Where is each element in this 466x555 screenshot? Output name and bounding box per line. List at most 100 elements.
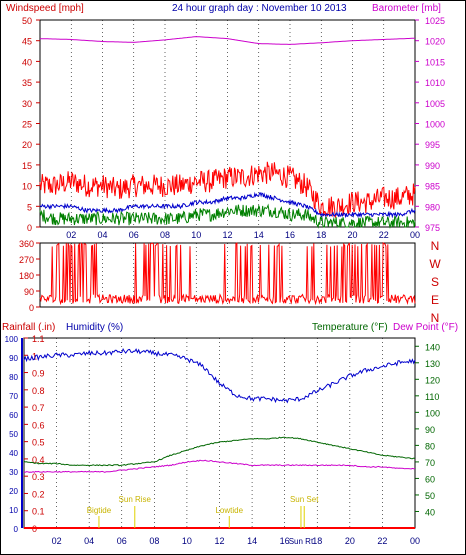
dewpoint-series-line [23,459,416,473]
rain-y-tick-label: 0.7 [32,403,45,413]
humidity-y-tick-label: 80 [9,373,18,382]
compass-label-n: N [431,311,440,325]
wind-x-tick-label: 08 [160,230,170,240]
temp-y-tick-label: 60 [425,474,435,484]
temp-y-tick-label: 110 [425,392,439,402]
wind-x-tick-label: 22 [379,230,389,240]
temp-y-tick-label: 100 [425,408,440,418]
barometer-y-tick-label: 1000 [425,120,445,130]
annotation-label-sun-set: Sun Set [290,495,319,504]
wind-y-tick-label: 40 [22,57,32,67]
annotation-label-sun-rise: Sun Rise [119,495,152,504]
humidity-x-tick-label: 02 [52,536,62,546]
temp-y-tick-label: 40 [425,507,435,517]
rain-y-tick-label: 0.9 [32,369,45,379]
humidity-x-tick-label: 18 [312,536,322,546]
humidity-x-tick-label: 10 [182,536,192,546]
humidity-y-tick-label: 100 [5,335,19,344]
wind-y-tick-label: 35 [22,78,32,88]
compass-label-w: W [429,257,441,271]
rainfall-axis-title: Rainfall (.in) [2,322,55,333]
barometer-series-line [39,36,416,45]
wind-x-tick-label: 02 [66,230,76,240]
direction-y-tick-label: 0 [29,303,34,313]
dewpoint-axis-title: Dew Point (°F) [393,322,458,333]
barometer-y-tick-label: 1020 [425,37,445,47]
wind-y-tick-label: 45 [22,37,32,47]
annotation-label-sun-rt: Sun Rt [289,537,314,546]
temp-y-tick-label: 120 [425,375,440,385]
rain-y-tick-label: 0.4 [32,455,45,465]
humidity-y-tick-label: 40 [9,449,18,458]
humidity-y-tick-label: 60 [9,411,18,420]
humidity-x-tick-label: 14 [247,536,257,546]
wind-direction-series-line [39,242,416,306]
humidity-x-tick-label: 16 [280,536,290,546]
compass-label-n: N [431,239,440,253]
temp-y-tick-label: 80 [425,441,435,451]
wind-y-tick-label: 5 [27,202,32,212]
humidity-y-tick-label: 10 [9,506,18,515]
temp-y-tick-label: 90 [425,425,435,435]
barometer-y-tick-label: 1010 [425,78,445,88]
barometer-y-tick-label: 1025 [425,16,445,26]
temperature-axis-title: Temperature (°F) [312,322,388,333]
wind-y-tick-label: 10 [22,182,32,192]
temp-y-tick-label: 50 [425,491,435,501]
humidity-x-tick-label: 04 [84,536,94,546]
direction-y-tick-label: 270 [19,255,34,265]
compass-label-s: S [431,275,439,289]
barometer-y-tick-label: 985 [425,182,440,192]
annotation-label-lowtide: Lowtide [215,506,243,515]
temp-y-tick-label: 70 [425,458,435,468]
rain-y-tick-label: 0.8 [32,386,45,396]
wind-x-tick-label: 14 [254,230,264,240]
barometer-y-tick-label: 1005 [425,99,445,109]
barometer-y-tick-label: 995 [425,140,440,150]
humidity-x-tick-label: 00 [410,536,420,546]
wind-barometer-panel: 0510152025303540455097598098599099510001… [22,16,445,240]
wind-y-tick-label: 20 [22,140,32,150]
wind-y-tick-label: 15 [22,161,32,171]
wind-x-tick-label: 10 [191,230,201,240]
wind-x-tick-label: 20 [347,230,357,240]
humidity-x-tick-label: 22 [377,536,387,546]
wind-plot-frame [39,19,416,228]
wind-y-tick-label: 25 [22,120,32,130]
direction-y-tick-label: 360 [19,239,34,249]
windspeed-series-line [39,161,416,218]
wind-x-tick-label: 16 [285,230,295,240]
barometer-axis-title: Barometer [mb] [372,3,441,14]
barometer-y-tick-label: 980 [425,202,440,212]
humidity-x-tick-label: 12 [214,536,224,546]
temp-y-tick-label: 130 [425,359,440,369]
wind-axis-title: Windspeed [mph] [6,3,84,14]
barometer-y-tick-label: 975 [425,223,440,233]
annotation-label-bigtide: Bigtide [87,506,112,515]
temp-y-tick-label: 140 [425,342,440,352]
rain-y-tick-label: 0.6 [32,420,45,430]
rain-y-tick-label: 0.2 [32,489,45,499]
humidity-y-tick-label: 20 [9,487,18,496]
wind-x-tick-label: 04 [97,230,107,240]
temperature-series-line [23,436,416,467]
humidity-axis-title: Humidity (%) [66,322,123,333]
humidity-y-tick-label: 90 [9,354,18,363]
barometer-y-tick-label: 990 [425,161,440,171]
humidity-x-tick-label: 08 [149,536,159,546]
wind-x-tick-label: 06 [129,230,139,240]
humidity-x-tick-label: 06 [117,536,127,546]
wind-y-tick-label: 30 [22,99,32,109]
rain-y-tick-label: 1 [32,351,37,361]
rain-y-tick-label: 0.3 [32,472,45,482]
humidity-x-tick-label: 20 [345,536,355,546]
compass-label-e: E [431,293,439,307]
wind-x-tick-label: 12 [222,230,232,240]
wind-x-tick-label: 00 [410,230,420,240]
humidity-y-tick-label: 30 [9,468,18,477]
wind-low-series-line [39,203,416,229]
wind-x-tick-label: 18 [316,230,326,240]
humidity-y-tick-label: 50 [9,430,18,439]
